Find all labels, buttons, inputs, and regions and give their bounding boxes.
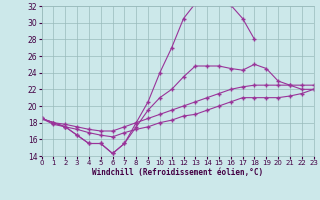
X-axis label: Windchill (Refroidissement éolien,°C): Windchill (Refroidissement éolien,°C) — [92, 168, 263, 177]
